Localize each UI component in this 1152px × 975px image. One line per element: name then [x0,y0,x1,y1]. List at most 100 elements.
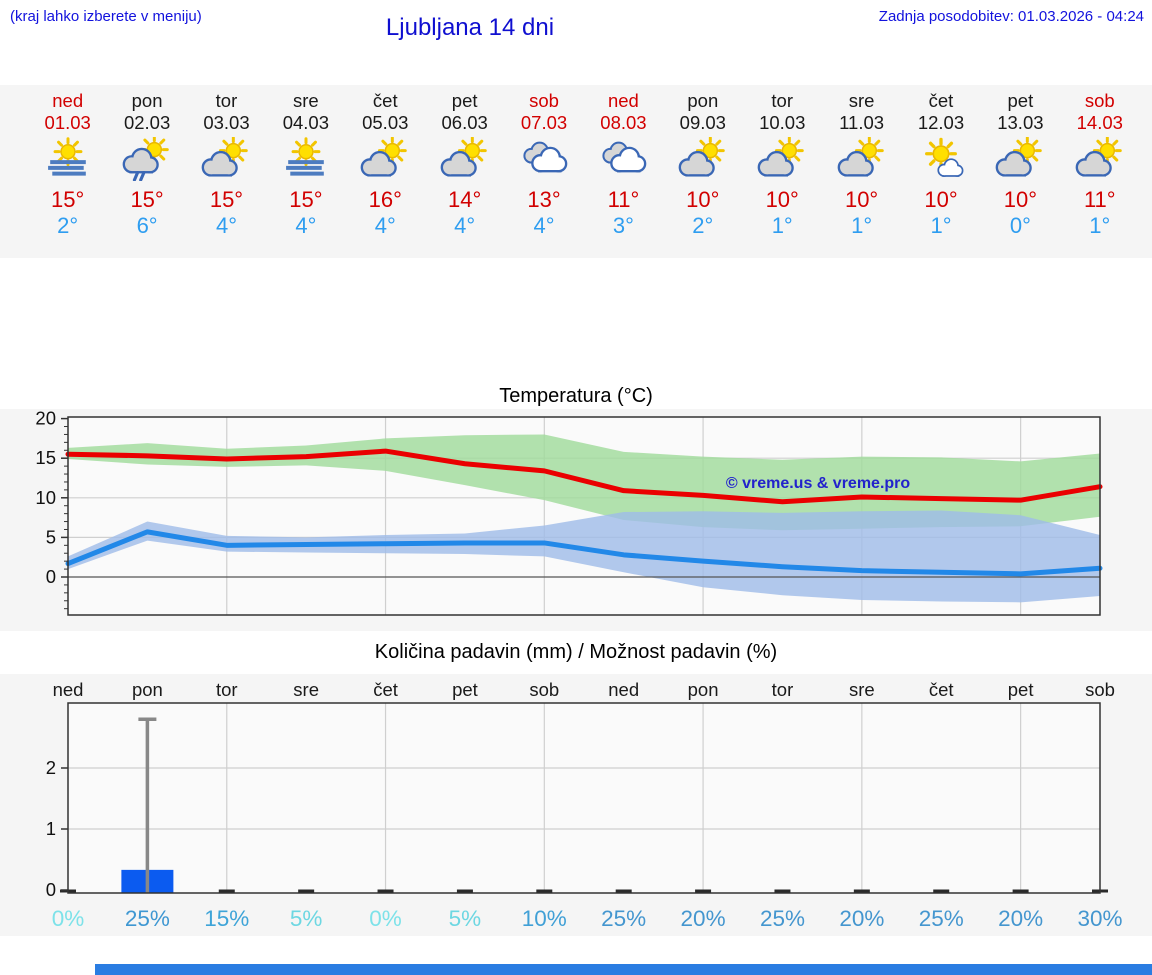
low-temp: 0° [1009,213,1031,238]
precip-probability-label: 30% [1077,906,1122,931]
day-date: 03.03 [203,112,250,133]
day-icon-wrap [187,134,266,184]
low-temp: 6° [136,213,158,238]
day-date: 01.03 [44,112,91,133]
forecast-day: čet 05.03 16° 4° [346,85,425,258]
precip-day-label: ned [53,679,84,700]
day-icon-wrap [743,134,822,184]
day-name: sre [848,90,875,111]
precip-day-label: pet [452,679,478,700]
svg-text:2: 2 [46,757,56,778]
day-icon-wrap [901,134,980,184]
forecast-day: pon 02.03 15° 6° [107,85,186,258]
precip-probability-label: 20% [998,906,1043,931]
precip-probability-label: 5% [449,906,482,931]
partly-cloudy-icon [440,137,487,177]
high-temp: 13° [527,187,561,212]
forecast-strip: ned 01.03 15° 2° pon 02.03 15° 6° tor 03.03 15° 4° s… [0,85,1152,258]
high-temp: 15° [289,187,323,212]
day-date: 05.03 [362,112,409,133]
precip-probability-label: 20% [681,906,726,931]
precip-probability-label: 25% [601,906,646,931]
day-icon-wrap [584,134,663,184]
page-title: Ljubljana 14 dni [385,14,555,41]
high-temp: 10° [924,187,958,212]
day-name: sre [293,90,319,111]
high-temp: 10° [844,187,879,212]
precip-day-label: tor [216,679,238,700]
low-temp: 3° [612,213,634,238]
low-temp: 1° [1089,213,1111,238]
day-name: sob [1084,90,1115,111]
high-temp: 15° [209,187,244,212]
precip-day-label: tor [772,679,794,700]
low-temp: 1° [930,213,952,238]
forecast-day: čet 12.03 10° 1° [901,85,980,258]
day-name: tor [215,90,238,111]
watermark: © vreme.us & vreme.pro [726,475,911,492]
high-temp: 10° [686,187,720,212]
precip-probability-label: 15% [204,906,249,931]
day-icon-wrap [822,134,901,184]
day-name: čet [928,90,954,111]
partly-cloudy-icon [678,137,725,177]
day-name: pon [687,90,719,111]
footer-bar [95,964,1152,975]
svg-text:20: 20 [35,409,56,429]
day-date: 11.03 [839,112,885,133]
forecast-day: pon 09.03 10° 2° [663,85,742,258]
precip-day-label: čet [373,679,398,700]
day-icon-wrap [346,134,425,184]
forecast-day: pet 06.03 14° 4° [425,85,504,258]
precip-day-label: sob [529,679,559,700]
day-name: pet [451,90,478,111]
day-date: 12.03 [917,112,965,133]
forecast-day: tor 10.03 10° 1° [743,85,822,258]
last-update-label: Zadnja posodobitev: 01.03.2026 - 04:24 [878,8,1144,25]
day-icon-wrap [28,134,107,184]
svg-text:0: 0 [46,566,56,587]
day-icon-wrap [663,134,742,184]
day-name: pet [1007,90,1034,111]
day-name: tor [771,90,793,111]
day-date: 08.03 [600,112,647,133]
low-temp: 4° [533,213,555,238]
temperature-chart-title: Temperatura (°C) [499,385,653,407]
cloudy-icon [602,141,647,173]
cloudy-icon [523,141,568,173]
svg-text:5: 5 [46,526,56,547]
day-icon-wrap [1060,134,1139,184]
high-temp: 11° [607,187,640,212]
forecast-day: sre 11.03 10° 1° [822,85,901,258]
day-icon-wrap [981,134,1060,184]
forecast-day: sob 14.03 11° 1° [1060,85,1139,258]
partly-cloudy-icon [1075,137,1122,177]
precip-probability-label: 25% [760,906,805,931]
low-temp: 1° [771,213,793,238]
high-temp: 15° [130,187,164,212]
day-icon-wrap [107,134,186,184]
precip-probability-label: 10% [522,906,567,931]
precip-day-label: sre [849,679,875,700]
precip-probability-label: 5% [290,906,323,931]
day-icon-wrap [266,134,345,184]
high-temp: 10° [765,187,799,212]
precip-probability-label: 0% [52,906,85,931]
forecast-day: sob 07.03 13° 4° [504,85,583,258]
day-icon-wrap [425,134,504,184]
low-temp: 2° [692,213,714,238]
temperature-chart: 0 5 10 15 20 © vreme.us & vreme.pro [0,409,1152,631]
high-temp: 15° [51,187,85,212]
partly-cloudy-icon [202,137,249,177]
day-date: 04.03 [282,112,330,133]
precip-day-label: pon [132,679,163,700]
day-date: 14.03 [1076,112,1123,133]
day-date: 06.03 [441,112,488,133]
precip-day-label: pon [688,679,719,700]
precip-day-label: ned [608,679,639,700]
high-temp: 16° [368,187,402,212]
low-temp: 4° [454,213,476,238]
svg-text:1: 1 [46,818,56,839]
high-temp: 14° [448,187,482,212]
low-temp: 4° [374,213,396,238]
